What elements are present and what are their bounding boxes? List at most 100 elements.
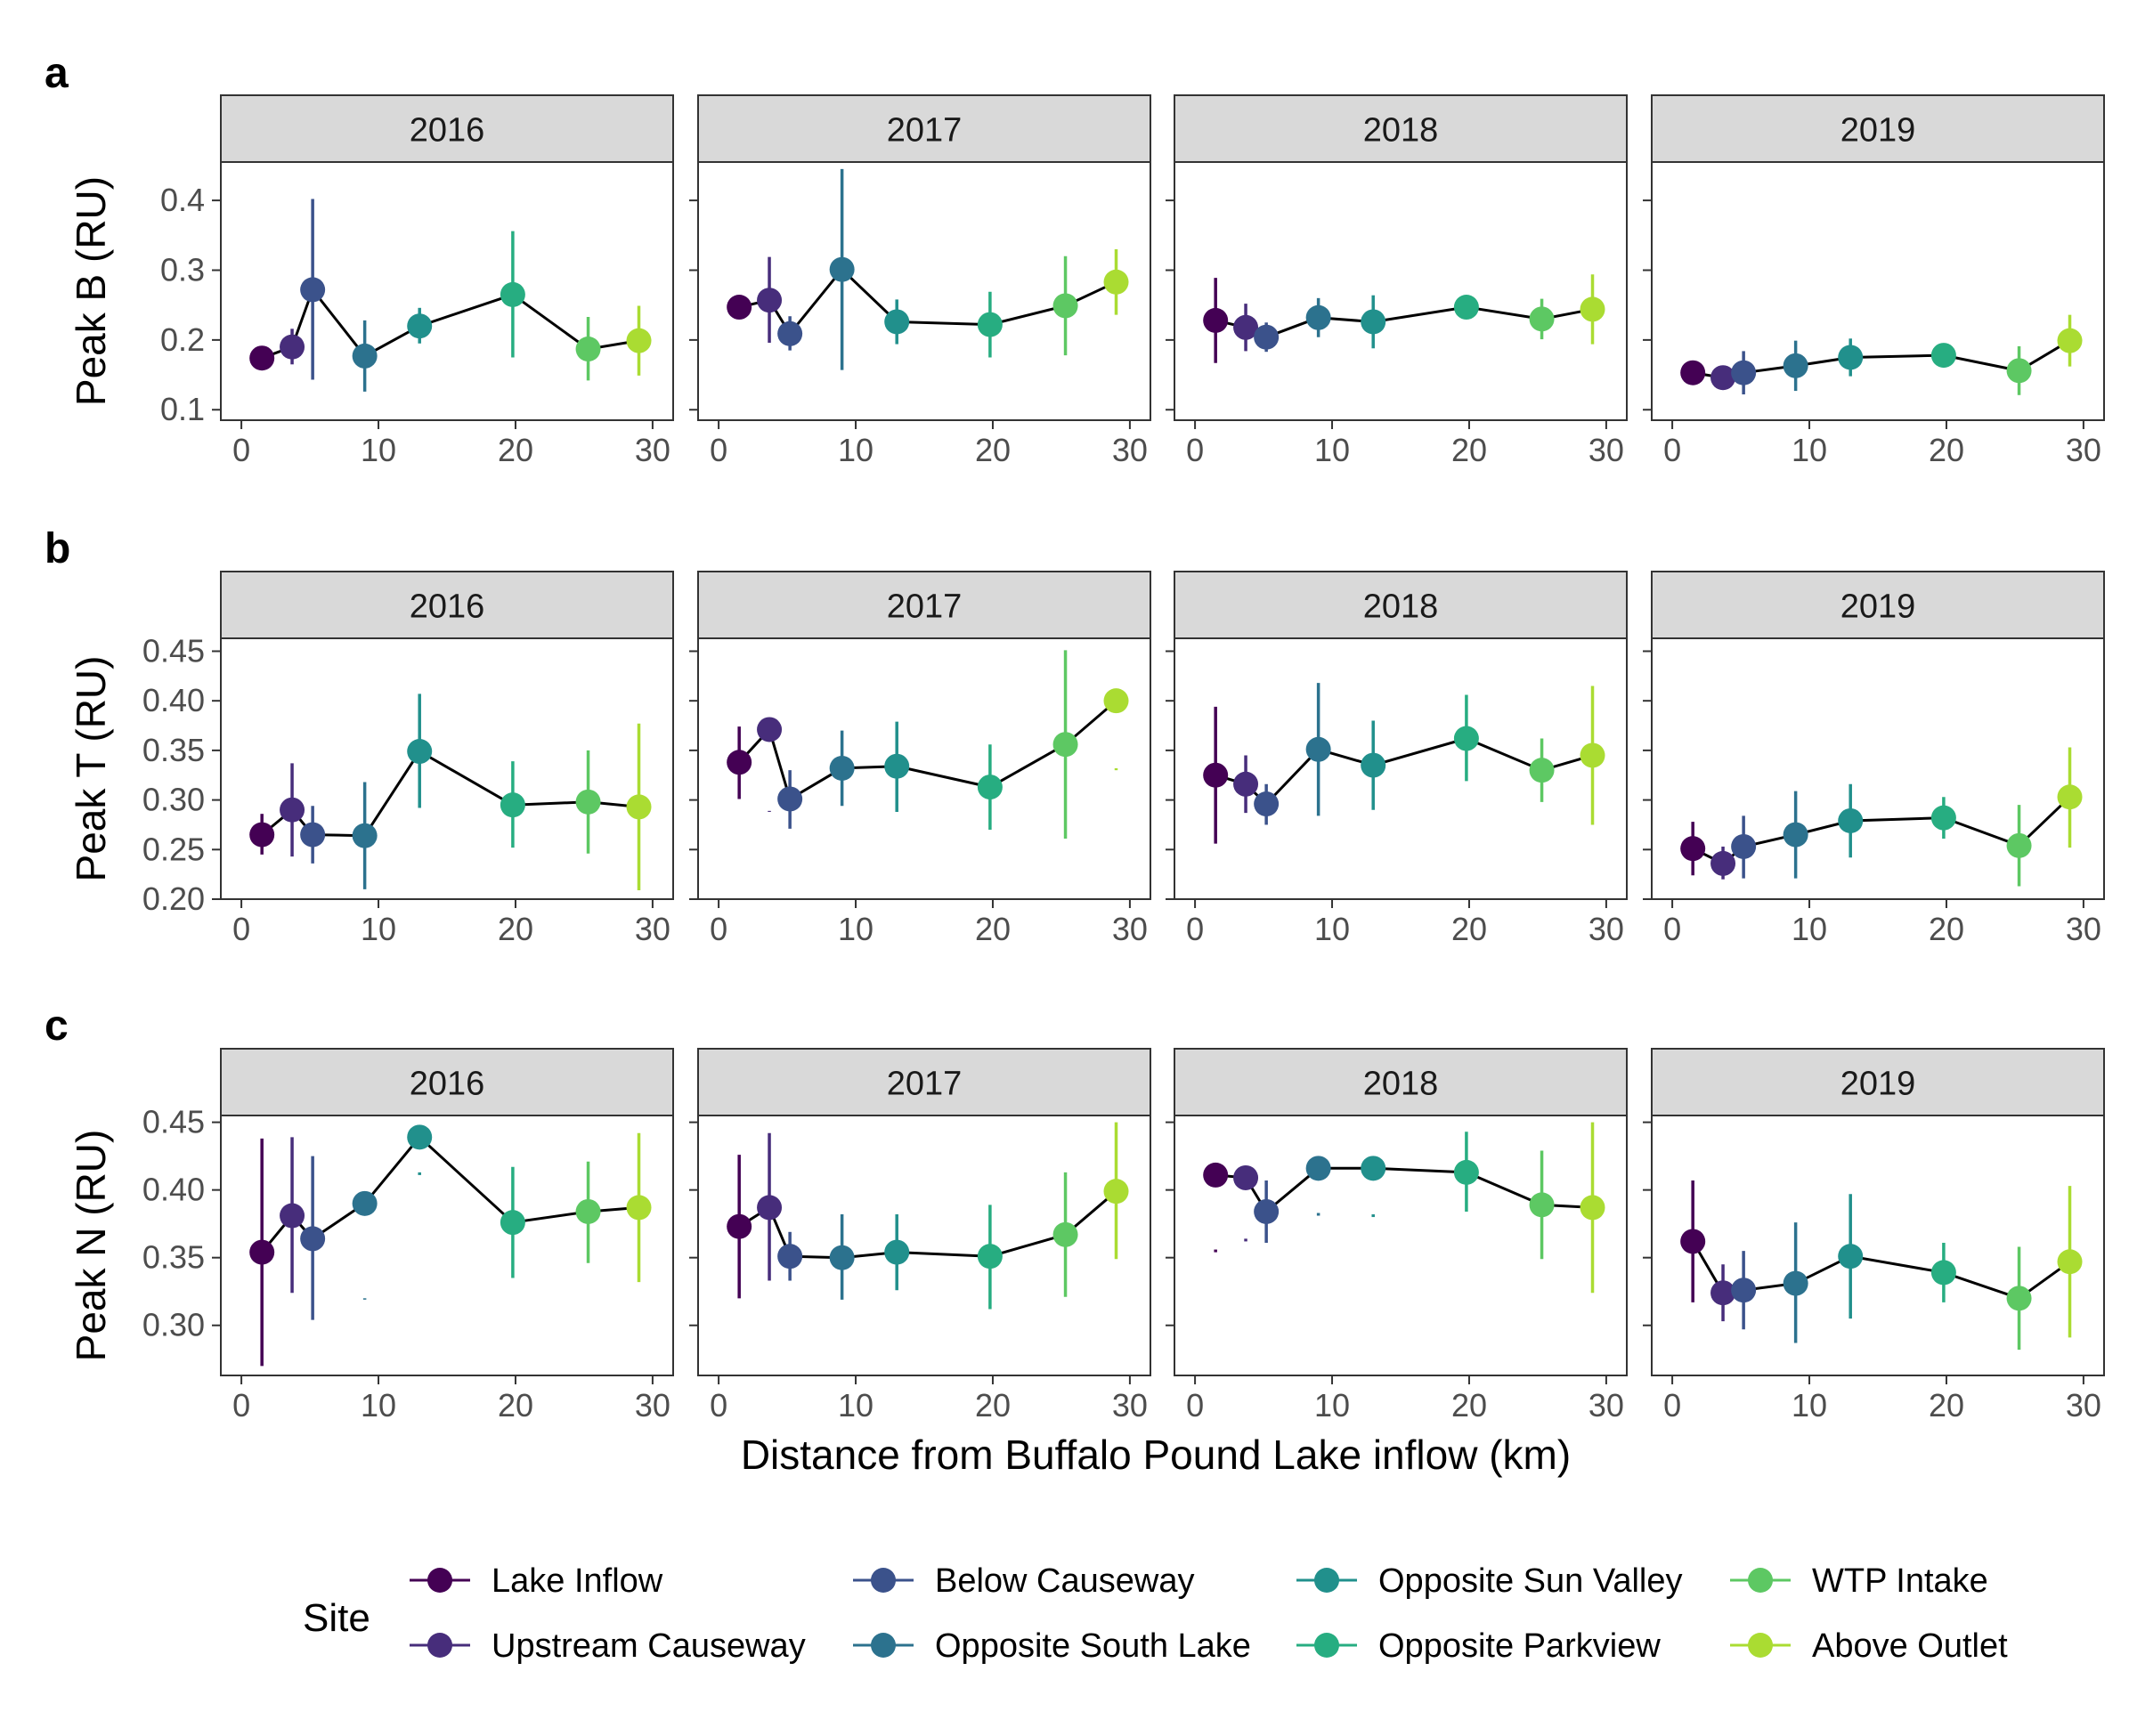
x-tick-label: 20 (498, 432, 533, 468)
facet-strip (1651, 1048, 2105, 1116)
x-tick-label: 0 (1663, 432, 1681, 468)
panel-b: b Peak T (RU) 2016 0 10 20 30 0.20 0.25 0.30 0.35 0… (45, 525, 2105, 947)
x-tick-label: 20 (1451, 911, 1487, 947)
data-point (1052, 293, 1078, 319)
x-tick-label: 20 (975, 911, 1011, 947)
x-tick-label: 0 (232, 911, 250, 947)
data-point (1529, 1192, 1555, 1218)
data-point (2006, 358, 2032, 384)
x-tick-label: 0 (1186, 432, 1204, 468)
panel-a: a Peak B (RU) 2016 0 10 20 30 0.1 0.2 0.3 0.4 2017 0… (45, 50, 2105, 468)
x-tick-label: 30 (1589, 432, 1624, 468)
plot-area (697, 637, 1151, 900)
data-point (1731, 833, 1757, 859)
data-point (2057, 784, 2083, 810)
data-point (1203, 762, 1229, 788)
facet-c-2018: 2018 0 10 20 30 (1166, 1048, 1628, 1424)
x-tick-label: 30 (2066, 911, 2101, 947)
data-point (1731, 360, 1757, 385)
data-point (1930, 343, 1956, 369)
facet-b-2016: 2016 0 10 20 30 0.20 0.25 0.30 0.35 0.40 0.45 (142, 571, 674, 947)
x-tick-label: 30 (2066, 1387, 2101, 1424)
facet-strip (220, 94, 674, 163)
data-point (300, 822, 326, 848)
legend-item: Lake Inflow (410, 1562, 663, 1600)
x-axis-title: Distance from Buffalo Pound Lake inflow … (741, 1432, 1571, 1478)
legend-item: Opposite Parkview (1296, 1627, 1661, 1665)
x-tick-label: 10 (361, 1387, 396, 1424)
legend-label: Opposite Parkview (1378, 1627, 1661, 1665)
facet-c-2016: 2016 0 10 20 30 0.30 0.35 0.40 0.45 (142, 1048, 674, 1424)
data-point (1305, 736, 1331, 762)
x-tick-label: 30 (1112, 911, 1148, 947)
data-point (1580, 742, 1605, 768)
plot-area (1651, 1115, 2105, 1376)
facet-strip-label: 2019 (1840, 1066, 1916, 1103)
x-tick-label: 10 (1792, 432, 1827, 468)
facet-a-2019: 2019 0 10 20 30 (1643, 94, 2105, 468)
data-point (1233, 314, 1259, 340)
y-tick-label: 0.30 (142, 1307, 205, 1343)
data-point (575, 337, 601, 362)
data-point (1305, 1156, 1331, 1181)
data-point (757, 288, 783, 313)
y-tick-label: 0.1 (160, 391, 205, 427)
data-point (777, 1244, 803, 1270)
x-tick-label: 10 (1314, 911, 1350, 947)
data-point (1361, 309, 1386, 335)
legend-key-point (1748, 1568, 1773, 1593)
y-tick-label: 0.25 (142, 831, 205, 867)
panels: a Peak B (RU) 2016 0 10 20 30 0.1 0.2 0.3 0.4 2017 0… (45, 50, 2105, 1424)
y-axis-title: Peak N (RU) (68, 1130, 114, 1362)
x-tick-label: 20 (975, 1387, 1011, 1424)
data-point (249, 345, 275, 371)
x-tick-label: 0 (710, 911, 727, 947)
x-tick-label: 20 (1451, 1387, 1487, 1424)
data-point (575, 1198, 601, 1224)
data-point (626, 1195, 652, 1221)
facet-strip-label: 2019 (1840, 112, 1916, 150)
data-point (1361, 752, 1386, 778)
data-point (1453, 1159, 1479, 1185)
facet-strip-label: 2018 (1363, 1066, 1439, 1103)
y-tick-label: 0.2 (160, 321, 205, 358)
y-tick-label: 0.45 (142, 632, 205, 669)
x-tick-label: 10 (838, 911, 873, 947)
plot-area (220, 1115, 674, 1376)
data-point (1254, 324, 1280, 350)
data-point (1254, 1198, 1280, 1224)
legend-label: Below Causeway (935, 1562, 1194, 1600)
data-point (1838, 345, 1864, 370)
y-axis-title: Peak T (RU) (68, 656, 114, 882)
facet-strip-label: 2017 (887, 588, 963, 626)
data-point (300, 1226, 326, 1252)
x-tick-label: 30 (635, 432, 670, 468)
x-tick-label: 30 (1112, 432, 1148, 468)
data-point (1203, 307, 1229, 333)
x-tick-label: 30 (635, 1387, 670, 1424)
facet-a-2016: 2016 0 10 20 30 0.1 0.2 0.3 0.4 (160, 94, 674, 468)
y-tick-label: 0.45 (142, 1104, 205, 1140)
facet-strip (1651, 94, 2105, 163)
data-point (1233, 771, 1259, 797)
data-point (757, 717, 783, 742)
data-point (1930, 1260, 1956, 1286)
data-point (280, 1203, 305, 1229)
legend-label: WTP Intake (1812, 1562, 1988, 1600)
data-point (777, 786, 803, 812)
data-point (626, 794, 652, 820)
data-point (1052, 732, 1078, 758)
data-point (1052, 1221, 1078, 1247)
facet-strip-label: 2016 (410, 588, 485, 626)
facet-strip-label: 2017 (887, 112, 963, 150)
x-tick-label: 0 (1663, 911, 1681, 947)
data-point (2006, 832, 2032, 858)
data-point (575, 789, 601, 815)
data-point (1731, 1278, 1757, 1303)
data-point (977, 312, 1003, 337)
x-tick-label: 10 (1314, 1387, 1350, 1424)
x-tick-label: 30 (1589, 1387, 1624, 1424)
data-point (757, 1195, 783, 1221)
